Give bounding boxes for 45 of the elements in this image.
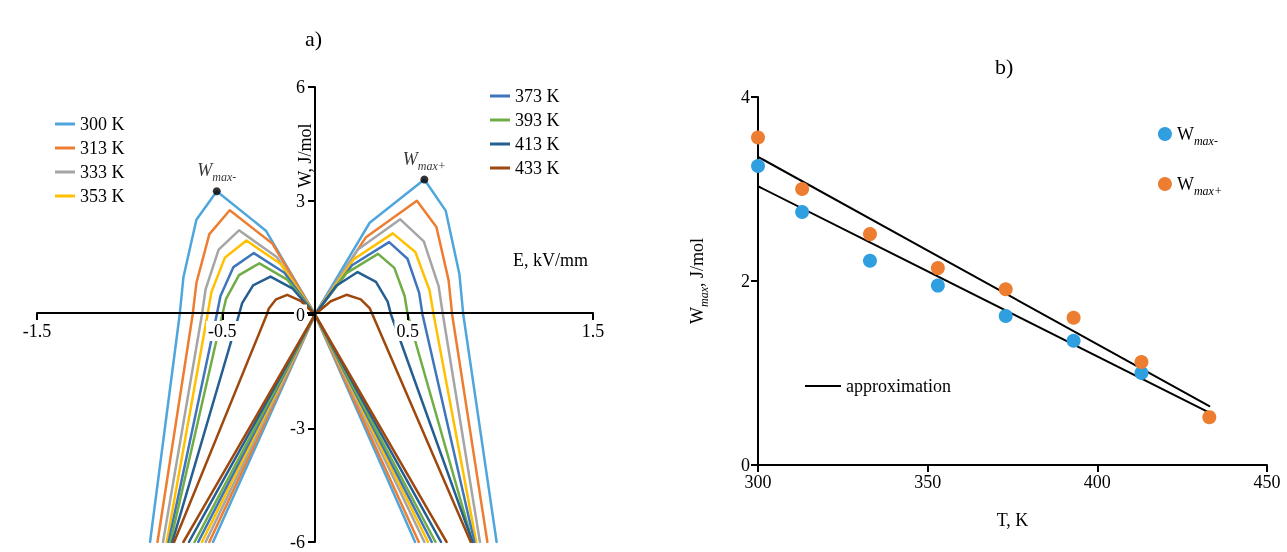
legend-label: 373 K bbox=[515, 86, 560, 106]
y-tick-label: 3 bbox=[296, 190, 305, 211]
y-tick-label: 6 bbox=[296, 77, 305, 97]
point bbox=[751, 130, 765, 145]
point bbox=[1066, 333, 1081, 348]
x-tick-label: 350 bbox=[914, 472, 942, 492]
point bbox=[998, 282, 1013, 297]
legend-label: 393 K bbox=[515, 110, 560, 130]
point bbox=[1202, 410, 1217, 425]
point bbox=[862, 253, 877, 268]
y-tick-label: 0 bbox=[296, 304, 305, 325]
legend-label: 300 K bbox=[80, 114, 125, 134]
legend-label: 353 K bbox=[80, 186, 125, 206]
y-axis-title: W, J/mol bbox=[295, 123, 315, 188]
point bbox=[998, 308, 1013, 323]
x-tick-label: -0.5 bbox=[208, 321, 237, 341]
legend-label: approximation bbox=[846, 376, 951, 396]
x-tick-label: 0.5 bbox=[396, 321, 419, 341]
chart-title: a) bbox=[305, 25, 323, 51]
legend-label: 433 K bbox=[515, 158, 560, 178]
point bbox=[930, 278, 945, 293]
x-tick-label: 300 bbox=[744, 472, 772, 492]
legend-label: 413 K bbox=[515, 134, 560, 154]
y-axis-title: Wmax, J/mol bbox=[687, 238, 711, 324]
x-axis-title: E, kV/mm bbox=[513, 250, 588, 270]
y-tick-label: -3 bbox=[290, 418, 305, 439]
legend-label: 333 K bbox=[80, 162, 125, 182]
point bbox=[930, 261, 945, 276]
y-tick-label: 2 bbox=[741, 271, 750, 291]
legend-label: 313 K bbox=[80, 138, 125, 158]
x-tick-label: 1.5 bbox=[581, 321, 605, 341]
x-tick-label: 450 bbox=[1253, 472, 1281, 492]
x-axis-title: T, K bbox=[996, 510, 1029, 530]
point bbox=[1134, 354, 1149, 369]
point bbox=[795, 205, 810, 219]
y-tick-label: 4 bbox=[741, 87, 750, 107]
x-tick-label: 400 bbox=[1083, 472, 1111, 492]
y-tick-label: 0 bbox=[741, 455, 750, 475]
chart-title: b) bbox=[995, 53, 1014, 79]
point bbox=[795, 182, 810, 196]
point bbox=[862, 227, 877, 242]
point bbox=[751, 159, 765, 173]
x-tick-label: -1.5 bbox=[22, 321, 52, 341]
point bbox=[1066, 310, 1081, 325]
y-tick-label: -6 bbox=[290, 532, 305, 552]
